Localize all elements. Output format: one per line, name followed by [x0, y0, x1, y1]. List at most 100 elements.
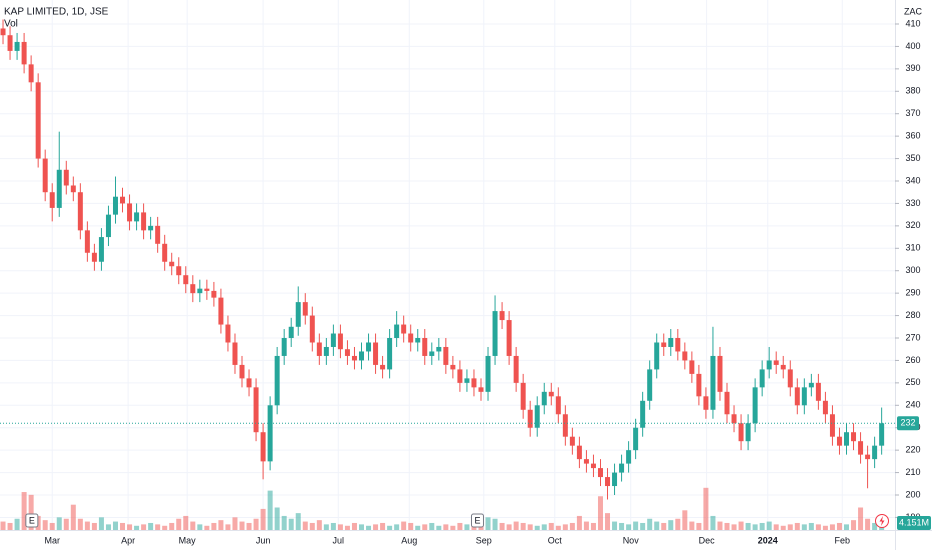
volume-bar: [155, 524, 161, 530]
candle-body: [794, 387, 800, 406]
volume-bar: [471, 525, 477, 530]
y-tick-label: 310: [905, 243, 920, 253]
volume-bar: [183, 515, 189, 530]
candle-body: [0, 28, 6, 36]
candle-body: [366, 342, 372, 352]
volume-bar: [738, 521, 744, 530]
volume-bar: [780, 525, 786, 530]
volume-bar: [450, 525, 456, 530]
volume-bar: [141, 524, 147, 530]
volume-bar: [654, 521, 660, 530]
volume-bar: [232, 517, 238, 530]
volume-bar: [380, 522, 386, 530]
candle-body: [661, 342, 667, 347]
candle-body: [162, 243, 168, 262]
volume-bar: [105, 524, 111, 530]
volume-bar: [288, 518, 294, 530]
volume-bar: [134, 525, 140, 530]
chart-title: KAP LIMITED, 1D, JSE: [4, 7, 109, 18]
volume-bar: [225, 524, 231, 530]
candle-body: [696, 373, 702, 397]
volume-bar: [323, 524, 329, 530]
volume-bar: [829, 524, 835, 530]
volume-bar: [555, 525, 561, 530]
y-tick-label: 280: [905, 310, 920, 320]
candle-body: [239, 364, 245, 379]
volume-bar: [21, 492, 27, 530]
volume-bar: [239, 521, 245, 530]
candle-body: [380, 364, 386, 370]
volume-bar: [640, 522, 646, 530]
volume-bar: [590, 522, 596, 530]
candle-body: [703, 396, 709, 410]
candle-body: [872, 445, 878, 460]
volume-bar: [801, 524, 807, 530]
candle-body: [822, 400, 828, 415]
candle-body: [253, 387, 259, 433]
candle-body: [773, 360, 779, 365]
candle-body: [105, 214, 111, 238]
event-label: E: [29, 515, 35, 525]
candle-body: [211, 290, 217, 298]
volume-bar: [295, 513, 301, 530]
y-tick-label: 200: [905, 489, 920, 499]
volume-bar: [647, 518, 653, 530]
volume-bar: [42, 520, 48, 530]
candle-body: [183, 275, 189, 285]
last-volume-label: 4.151M: [899, 517, 929, 527]
y-tick-label: 340: [905, 175, 920, 185]
last-price-label: 232: [900, 418, 915, 428]
candle-body: [232, 342, 238, 365]
candle-body: [302, 302, 308, 316]
candle-body: [422, 338, 428, 356]
volume-bar: [169, 522, 175, 530]
y-tick-label: 390: [905, 63, 920, 73]
candle-body: [387, 338, 393, 370]
event-marker: [470, 513, 484, 528]
candle-body: [401, 324, 407, 334]
volume-bar: [84, 521, 90, 530]
candle-body: [520, 382, 526, 410]
candle-body: [724, 391, 730, 415]
volume-bar: [710, 515, 716, 530]
candle-body: [42, 158, 48, 193]
volume-bar: [112, 521, 118, 530]
volume-bar: [696, 522, 702, 530]
volume-bar: [49, 522, 55, 530]
volume-bar: [127, 524, 133, 530]
candle-body: [359, 351, 365, 361]
volume-bar: [246, 522, 252, 530]
candle-body: [457, 369, 463, 383]
candle-body: [759, 369, 765, 388]
candle-body: [323, 346, 329, 356]
candle-body: [91, 252, 97, 262]
alert-bolt: [879, 516, 885, 526]
y-tick-label: 210: [905, 467, 920, 477]
candle-body: [169, 261, 175, 267]
volume-bar: [309, 522, 315, 530]
candle-body: [7, 35, 13, 51]
candle-body: [569, 436, 575, 446]
y-tick-label: 220: [905, 445, 920, 455]
y-tick-label: 380: [905, 86, 920, 96]
volume-bar: [822, 525, 828, 530]
volume-bar: [682, 510, 688, 530]
volume-bar: [619, 522, 625, 530]
volume-bar: [752, 524, 758, 530]
candle-body: [77, 192, 83, 231]
volume-bar: [844, 524, 850, 530]
candle-body: [316, 342, 322, 356]
volume-bar: [394, 524, 400, 530]
volume-bar: [7, 522, 13, 530]
volume-bar: [91, 522, 97, 530]
volume-bar: [190, 521, 196, 530]
y-tick-label: 260: [905, 355, 920, 365]
y-tick-label: 330: [905, 198, 920, 208]
x-tick-label: Sep: [476, 535, 492, 545]
event-label: E: [474, 515, 480, 525]
candle-body: [21, 41, 27, 65]
candle-body: [787, 369, 793, 388]
y-tick-label: 240: [905, 400, 920, 410]
candle-body: [394, 324, 400, 339]
